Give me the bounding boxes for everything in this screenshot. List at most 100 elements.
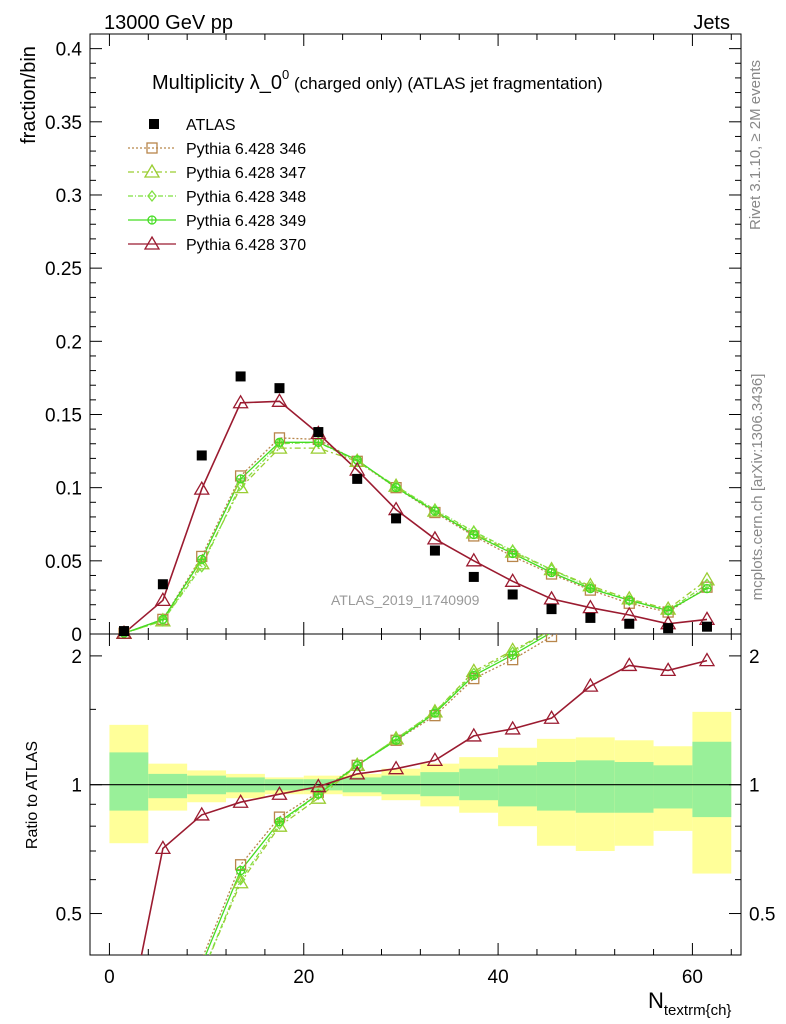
series-3-point: [702, 583, 712, 594]
legend-label-0: Pythia 6.428 346: [186, 141, 306, 158]
y-tick-label: 0.05: [45, 552, 82, 573]
series-4-point: [465, 552, 482, 567]
ratio-2-point: [274, 817, 285, 830]
main-plot-panel: 0 0.05 0.1 0.15 0.2 0.25 0.3 0.35 0.4 Multiplici…: [18, 33, 742, 646]
series-1-point: [193, 555, 210, 570]
legend-marker-4: [143, 235, 161, 250]
series-4-point: [232, 394, 249, 409]
series-4-point: [543, 590, 560, 605]
series-3-point: [158, 614, 168, 625]
ratio-4-point: [426, 752, 444, 767]
series-line-2: [123, 441, 708, 634]
y-tick-label: 0.25: [45, 259, 82, 280]
legend-marker-1: [143, 163, 161, 178]
legend: ATLAS Pythia 6.428 346 Pythia 6.428 347 Pyt…: [128, 117, 306, 254]
y-tick-label: 0.2: [56, 332, 82, 353]
ratio-y-tick-label-right: 0.5: [749, 905, 775, 926]
ratio-2-point: [352, 759, 363, 772]
mcplots-label: mcplots.cern.ch [arXiv:1306.3436]: [749, 374, 766, 601]
ratio-4-point: [543, 709, 560, 724]
atlas-data-point: [624, 618, 635, 629]
legend-label-4: Pythia 6.428 370: [186, 237, 306, 254]
legend-label-2: Pythia 6.428 348: [186, 189, 306, 206]
atlas-data-point: [429, 545, 440, 556]
series-3-point: [663, 605, 673, 616]
ratio-uncertainty-bands: [90, 711, 741, 874]
ratio-4-point: [154, 840, 172, 855]
ratio-y-tick-label: 2: [71, 647, 82, 668]
ratio-4-point: [349, 765, 366, 780]
ratio-plot-frame: [89, 633, 742, 956]
series-4-point: [582, 599, 599, 614]
ratio-4-point: [465, 727, 482, 742]
ratio-y-tick-label: 0.5: [56, 905, 82, 926]
atlas-data-point: [235, 371, 246, 382]
legend-marker-atlas: [149, 119, 159, 129]
green-band: [536, 761, 576, 811]
ratio-3-point: [430, 708, 440, 718]
series-3-point: [391, 483, 401, 493]
atlas-data-point: [274, 383, 285, 394]
series-4-point: [426, 530, 444, 545]
series-4-point: [504, 573, 521, 587]
ratio-plot-panel: 0.5 0.51 12 20 20 40 60 Ratio to ATLAS Ntextrm…: [24, 633, 775, 1019]
main-series-lines: [123, 400, 708, 634]
ratio-line-4: [140, 659, 708, 955]
series-2-point: [624, 594, 635, 607]
ratio-4-point: [698, 652, 716, 667]
legend-label-1: Pythia 6.428 347: [186, 165, 306, 182]
y-tick-label: 0.1: [56, 479, 82, 500]
green-band: [498, 765, 537, 807]
series-3-point: [585, 583, 596, 594]
green-band: [109, 752, 149, 811]
ratio-1-point: [232, 874, 249, 889]
main-plot-frame: [89, 33, 742, 635]
ratio-4-point: [504, 720, 521, 735]
atlas-data-point: [352, 473, 363, 484]
ratio-axes: 0.5 0.51 12 20 20 40 60: [56, 634, 775, 988]
y-tick-label: 0.35: [45, 113, 82, 134]
ratio-4-point: [193, 806, 210, 821]
series-1-point: [310, 439, 327, 454]
legend-label-3: Pythia 6.428 349: [186, 213, 306, 230]
header-left: 13000 GeV pp: [104, 12, 233, 34]
atlas-data-point: [196, 450, 207, 461]
series-line-3: [123, 441, 708, 634]
series-line-1: [123, 447, 708, 634]
analysis-label: ATLAS_2019_I1740909: [331, 592, 480, 608]
green-band: [148, 773, 188, 799]
ratio-4-point: [310, 778, 327, 793]
atlas-data-point: [507, 589, 518, 600]
series-3-point: [624, 595, 634, 605]
atlas-data-point: [391, 513, 402, 524]
ratio-4-point: [271, 785, 288, 800]
series-2-point: [196, 560, 207, 573]
x-tick-label: 20: [293, 967, 314, 988]
series-3-point: [508, 548, 518, 559]
x-tick-label: 60: [682, 967, 703, 988]
atlas-data-point: [157, 579, 168, 590]
atlas-data-point: [546, 604, 557, 615]
series-3-point: [313, 437, 323, 447]
green-band: [575, 760, 615, 813]
ratio-y-tick-label: 1: [71, 776, 82, 797]
ratio-3-point: [469, 670, 479, 681]
series-4-point: [154, 592, 172, 606]
ratio-3-point: [235, 865, 246, 876]
green-band: [692, 741, 732, 818]
ratio-0-point: [545, 634, 558, 643]
atlas-data-point: [701, 621, 712, 632]
series-3-point: [274, 437, 285, 447]
ratio-3-point: [508, 650, 518, 660]
ratio-y-tick-label-right: 2: [749, 647, 760, 668]
ratio-y-axis-label: Ratio to ATLAS: [24, 741, 41, 849]
ratio-line-0: [202, 634, 555, 955]
ratio-series-markers: [154, 634, 716, 889]
ratio-3-point: [274, 816, 285, 827]
series-line-4: [123, 400, 708, 634]
atlas-data-points: [119, 371, 712, 637]
atlas-data-point: [663, 623, 674, 634]
y-tick-label: 0.15: [45, 405, 82, 426]
series-2-point: [313, 436, 324, 449]
